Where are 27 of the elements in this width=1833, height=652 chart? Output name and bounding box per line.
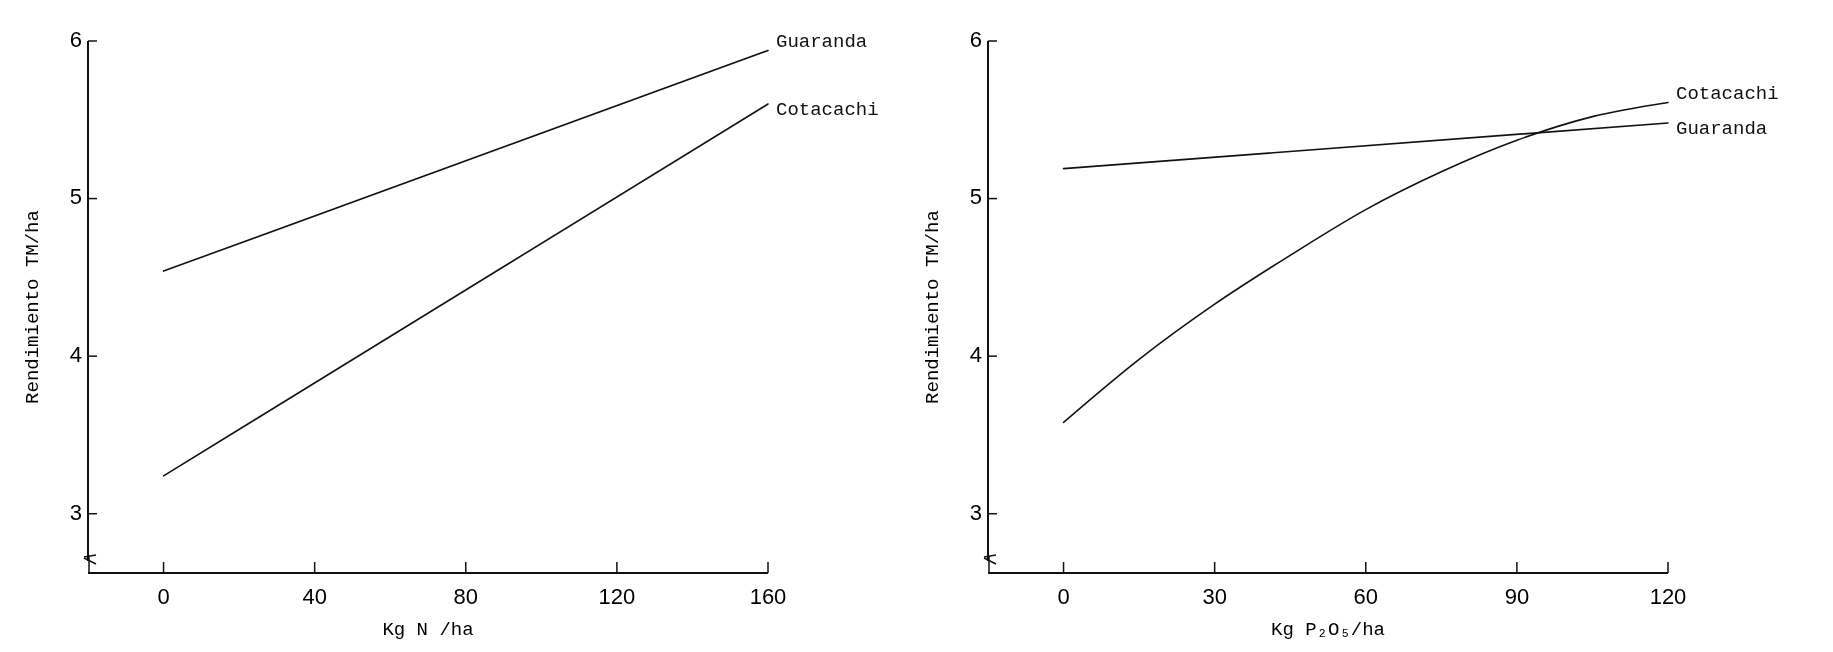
x-tick-label: 120	[598, 583, 636, 609]
x-axis-title: Kg P₂O₅/ha	[1270, 619, 1386, 641]
x-tick-label: 0	[157, 583, 170, 609]
x-tick-label: 120	[1649, 583, 1687, 609]
y-axis-title: Rendimiento TM/ha	[22, 210, 44, 404]
y-tick-label: 6	[69, 26, 82, 52]
x-tick-label: 0	[1057, 583, 1070, 609]
x-tick-label: 40	[302, 583, 327, 609]
y-tick-label: 6	[969, 26, 982, 52]
x-tick-label: 80	[453, 583, 479, 609]
x-tick-label: 60	[1353, 583, 1379, 609]
y-tick-label: 5	[69, 184, 82, 210]
y-tick-label: 3	[69, 499, 82, 525]
x-tick-label: 30	[1202, 583, 1227, 609]
line-series	[1062, 101, 1669, 424]
series-label: Guaranda	[1676, 117, 1768, 140]
x-axis-title: Kg N /ha	[382, 619, 474, 641]
x-tick-label: 160	[749, 583, 787, 609]
y-axis-title: Rendimiento TM/ha	[922, 210, 944, 404]
y-tick-label: 3	[969, 499, 982, 525]
series-label: Cotacachi	[776, 99, 879, 122]
y-tick-label: 4	[969, 341, 982, 367]
y-tick-label: 4	[69, 341, 82, 367]
series-label: Guaranda	[776, 31, 868, 54]
x-tick-label: 90	[1504, 583, 1530, 609]
y-tick-label: 5	[969, 184, 982, 210]
series-label: Cotacachi	[1676, 83, 1779, 106]
